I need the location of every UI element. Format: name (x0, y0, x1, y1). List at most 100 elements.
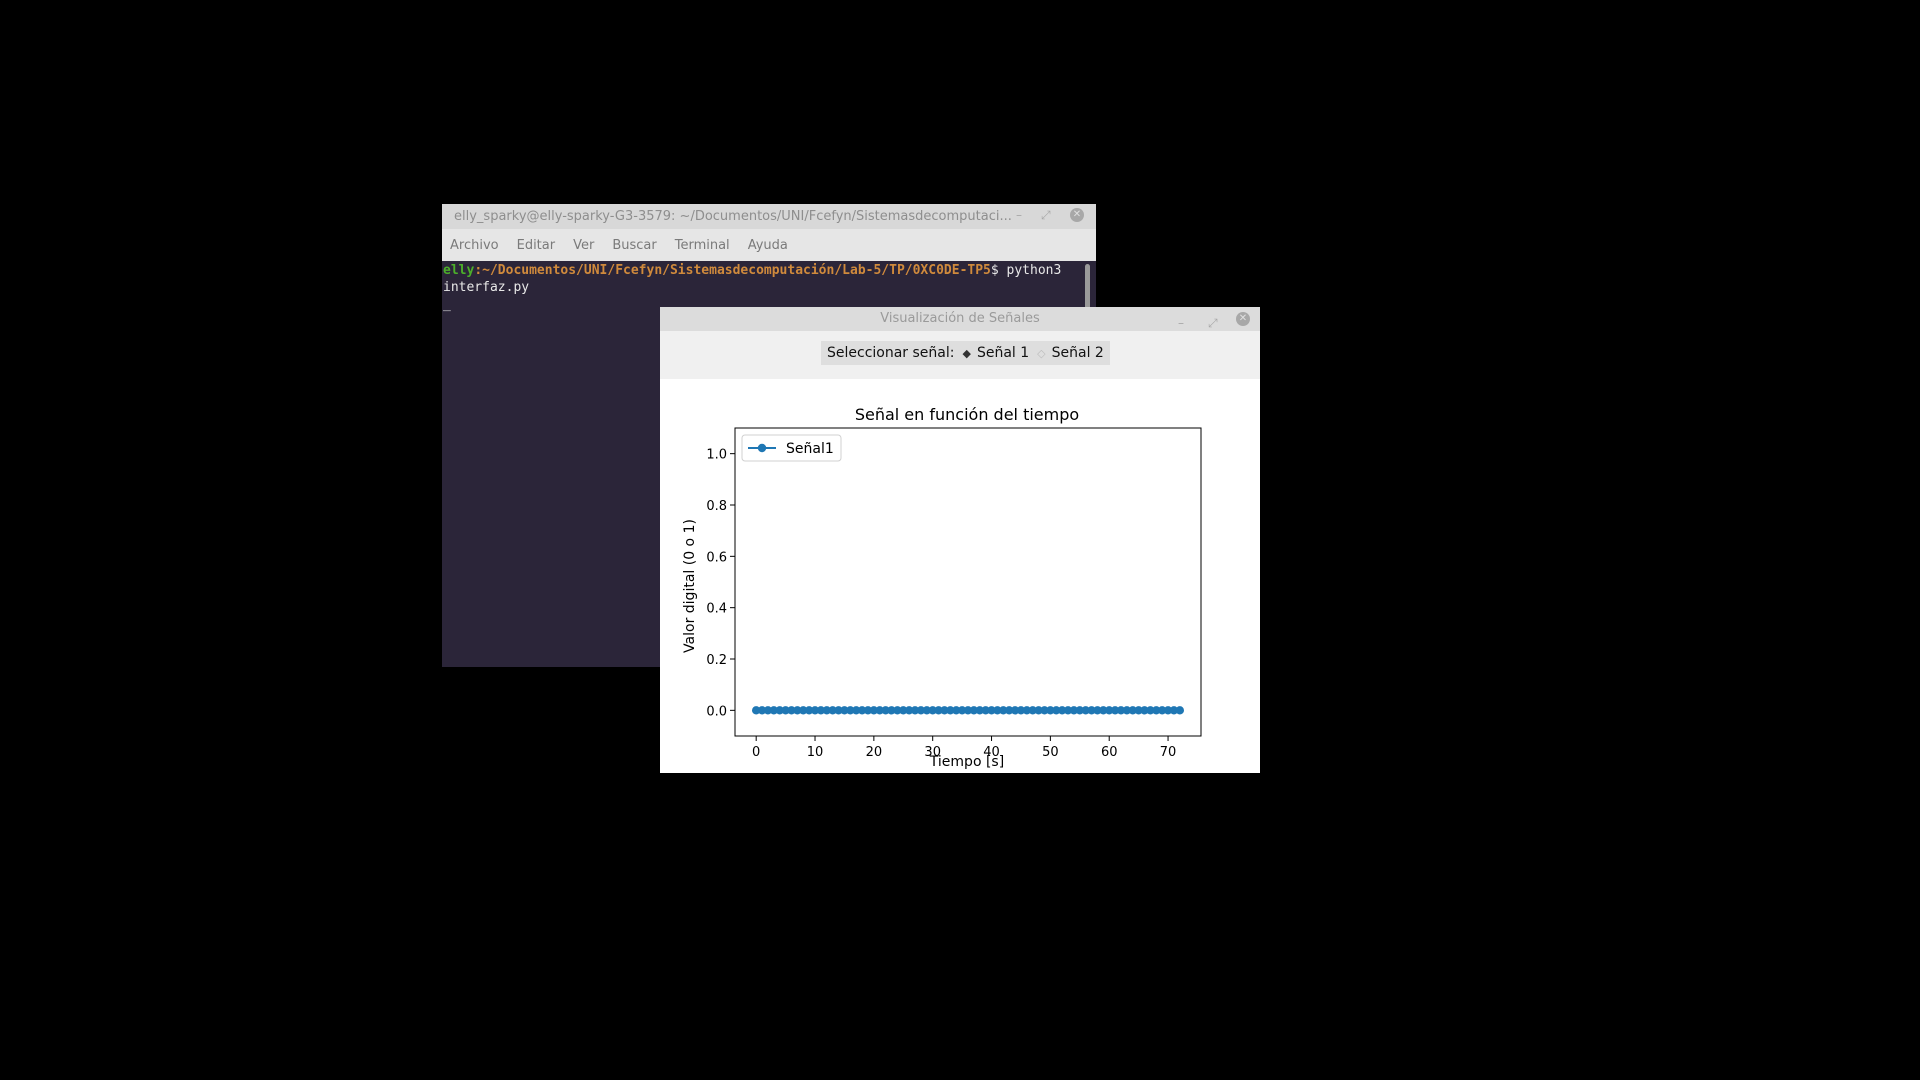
menu-ayuda[interactable]: Ayuda (747, 237, 788, 253)
data-point (981, 706, 990, 715)
data-point (751, 706, 761, 715)
data-point (910, 706, 920, 715)
data-point (987, 706, 996, 715)
y-tick-label: 0.0 (706, 704, 727, 719)
terminal-titlebar[interactable]: elly_sparky@elly-sparky-G3-3579: ~/Docum… (442, 204, 1096, 229)
data-point (781, 706, 790, 715)
x-tick-label: 30 (924, 745, 941, 760)
signal-selector: Seleccionar señal: ◆ Señal 1 ◇ Señal 2 (821, 341, 1110, 365)
x-tick-label: 50 (1042, 745, 1059, 760)
data-point (787, 706, 796, 715)
data-point (1163, 706, 1173, 715)
terminal-prompt-line: elly:~/Documentos/UNI/Fcefyn/Sistemasdec… (443, 262, 1061, 279)
data-point (893, 706, 902, 715)
option-senal-2[interactable]: Señal 2 (1051, 345, 1104, 361)
command-text: $ python3 (990, 263, 1062, 278)
minimize-icon[interactable]: – (1016, 208, 1022, 222)
maximize-icon[interactable]: ⤢ (1041, 208, 1051, 222)
data-point (828, 706, 837, 715)
data-point (957, 706, 967, 715)
data-point (922, 706, 932, 715)
data-point (1116, 706, 1126, 715)
data-point (1093, 706, 1102, 715)
data-point (928, 706, 937, 715)
data-point (969, 706, 979, 715)
data-point (869, 706, 879, 715)
menu-terminal[interactable]: Terminal (674, 237, 730, 253)
data-point (1140, 706, 1149, 715)
data-point (904, 706, 914, 715)
plot-window-title: Visualización de Señales (880, 311, 1040, 326)
data-point (952, 706, 961, 715)
plot-area: Señal en función del tiempo Tiempo [s] V… (660, 379, 1260, 773)
chart-title: Señal en función del tiempo (855, 405, 1079, 424)
data-point (916, 706, 926, 715)
data-point (769, 706, 779, 715)
data-point (834, 706, 843, 715)
menu-ver[interactable]: Ver (573, 237, 595, 253)
data-point (1110, 706, 1120, 715)
radio-unselected-icon[interactable]: ◇ (1037, 346, 1046, 360)
data-point (1075, 706, 1084, 715)
x-tick-label: 10 (807, 745, 824, 760)
terminal-cursor: _ (443, 297, 451, 312)
plot-window[interactable]: Visualización de Señales – ⤢ ✕ Seleccion… (660, 307, 1260, 773)
y-tick-label: 1.0 (706, 448, 727, 463)
minimize-icon[interactable]: – (1178, 316, 1184, 330)
data-point (757, 706, 767, 715)
menu-editar[interactable]: Editar (516, 237, 556, 253)
data-point (1169, 706, 1179, 715)
data-point (846, 706, 855, 715)
data-point (1034, 706, 1043, 715)
data-point (810, 706, 820, 715)
data-point (999, 706, 1008, 715)
y-tick-label: 0.4 (706, 602, 727, 617)
menu-buscar[interactable]: Buscar (612, 237, 657, 253)
terminal-title: elly_sparky@elly-sparky-G3-3579: ~/Docum… (454, 209, 1012, 224)
plot-frame (734, 427, 1202, 737)
data-point (1122, 706, 1132, 715)
chart-xlabel: Tiempo [s] (929, 754, 1004, 770)
data-point (822, 706, 831, 715)
data-point (940, 706, 949, 715)
close-icon[interactable]: ✕ (1236, 312, 1250, 326)
data-point (804, 706, 814, 715)
y-tick-label: 0.2 (706, 653, 727, 668)
data-point (934, 706, 943, 715)
plot-titlebar[interactable]: Visualización de Señales – ⤢ ✕ (660, 307, 1260, 331)
close-icon[interactable]: ✕ (1070, 208, 1084, 222)
data-point (852, 706, 861, 715)
data-point (1004, 706, 1014, 715)
terminal-menubar: Archivo Editar Ver Buscar Terminal Ayuda (442, 229, 1096, 261)
data-point (793, 706, 802, 715)
menu-archivo[interactable]: Archivo (450, 237, 499, 253)
x-tick-label: 0 (752, 745, 760, 760)
data-point (1157, 706, 1167, 715)
radio-selected-icon[interactable]: ◆ (962, 346, 971, 360)
signal-toolbar: Seleccionar señal: ◆ Señal 1 ◇ Señal 2 (660, 331, 1260, 379)
y-tick-label: 0.6 (706, 550, 727, 565)
data-point (1152, 706, 1161, 715)
prompt-user: elly (443, 263, 475, 278)
terminal-scrollbar[interactable] (1085, 264, 1090, 314)
maximize-icon[interactable]: ⤢ (1208, 316, 1218, 330)
data-point (1099, 706, 1108, 715)
data-point (775, 706, 784, 715)
option-senal-1[interactable]: Señal 1 (976, 345, 1030, 361)
data-point (816, 706, 826, 715)
data-point (840, 706, 849, 715)
data-point (799, 706, 808, 715)
chart-ylabel: Valor digital (0 o 1) (682, 519, 698, 653)
prompt-path: :~/Documentos/UNI/Fcefyn/Sistemasdecompu… (474, 263, 991, 278)
data-point (887, 706, 896, 715)
x-tick-label: 60 (1101, 745, 1118, 760)
data-point (875, 706, 884, 715)
data-point (1063, 706, 1073, 715)
y-tick-label: 0.8 (706, 499, 727, 514)
data-point (1128, 706, 1137, 715)
data-point (1046, 706, 1055, 715)
data-point (1016, 706, 1026, 715)
selector-label: Seleccionar señal: (827, 345, 955, 361)
legend-label: Señal1 (786, 441, 834, 457)
legend-box (741, 434, 842, 462)
